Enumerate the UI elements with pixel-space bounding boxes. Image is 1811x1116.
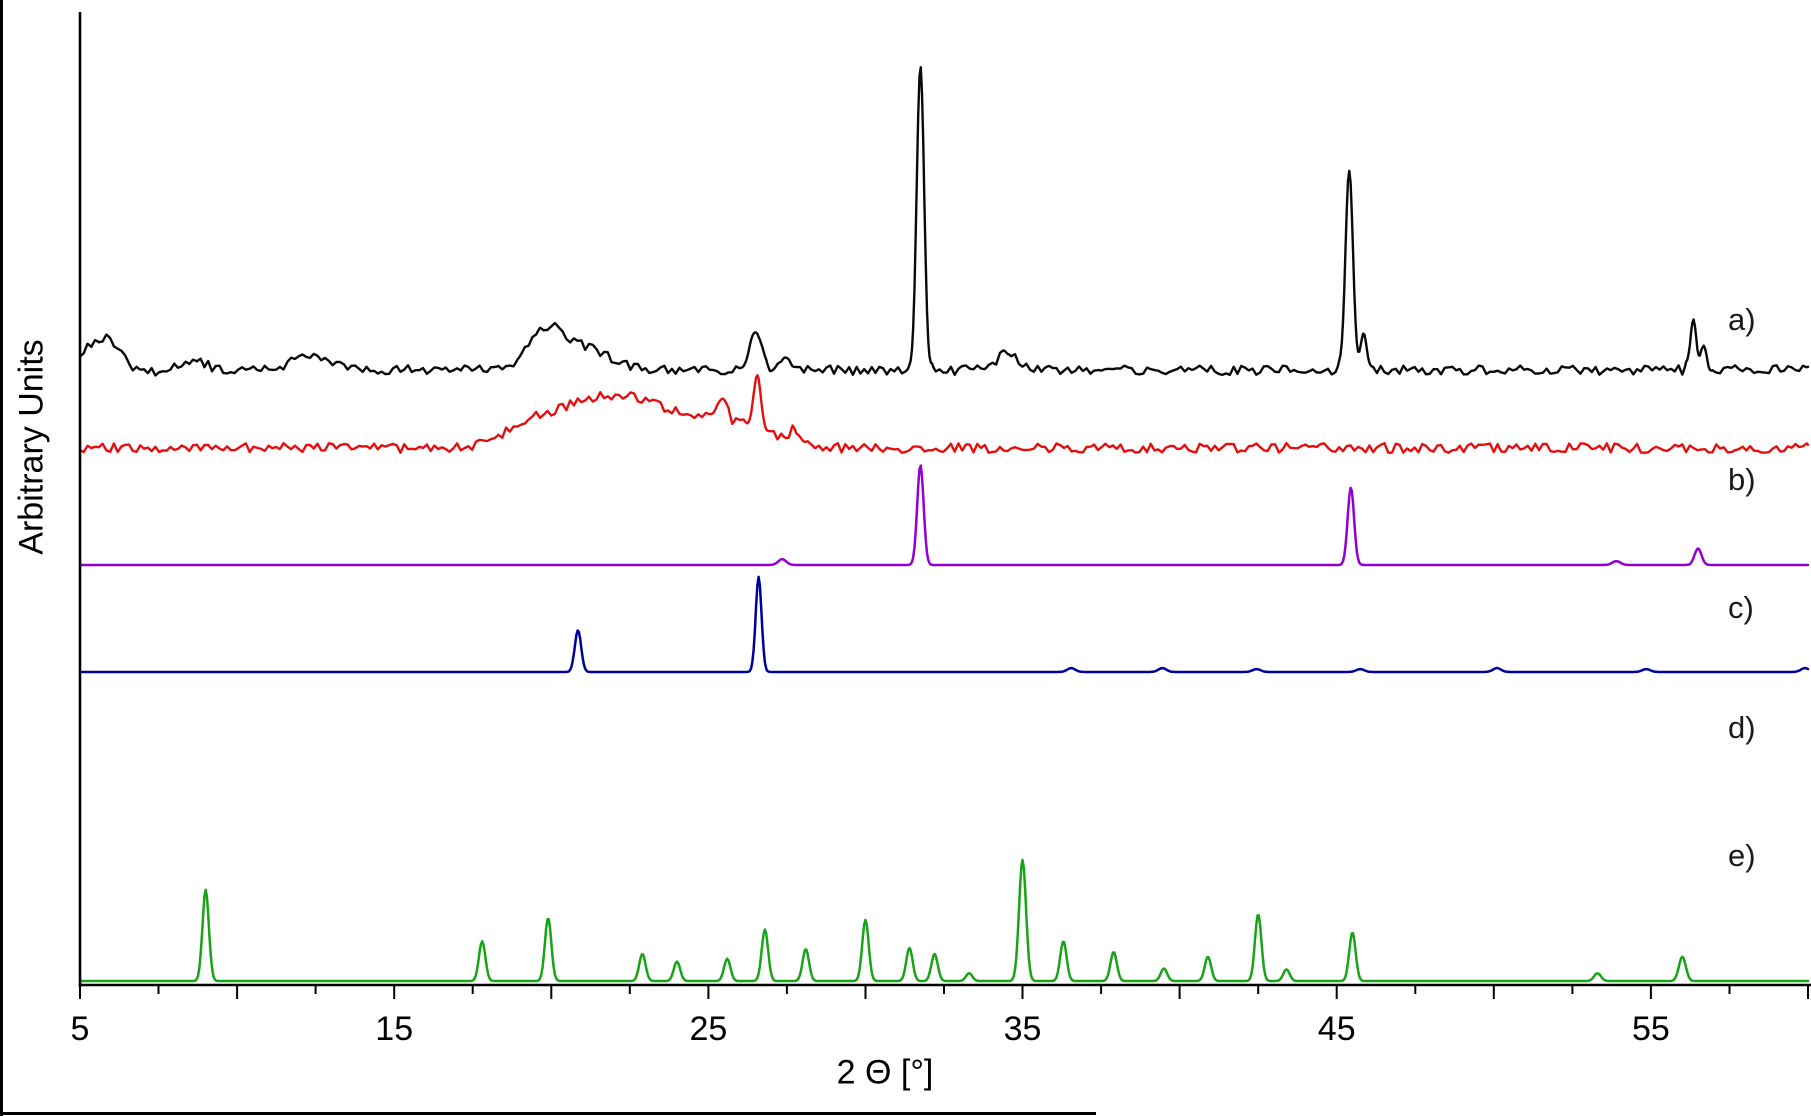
trace-c (78, 464, 1810, 567)
x-tick-label: 35 (1004, 1010, 1042, 1048)
figure-border-bottom (0, 1112, 1096, 1115)
trace-a (78, 65, 1810, 377)
x-tick-label: 5 (71, 1010, 90, 1048)
x-tick-label: 25 (689, 1010, 727, 1048)
series-label-e: e) (1728, 838, 1756, 873)
x-tick-label: 45 (1318, 1010, 1356, 1048)
trace-d (78, 575, 1810, 674)
trace-b (78, 374, 1810, 454)
figure-border-left (0, 0, 3, 1116)
series-label-b: b) (1728, 462, 1756, 497)
x-tick-label: 15 (375, 1010, 413, 1048)
series-label-a: a) (1728, 302, 1756, 337)
series-label-d: d) (1728, 710, 1756, 745)
x-axis-label: 2 Θ [°] (836, 1053, 934, 1092)
trace-e (78, 858, 1810, 983)
x-tick-label: 55 (1632, 1010, 1670, 1048)
series-label-c: c) (1728, 590, 1754, 625)
y-axis-label: Arbitrary Units (12, 339, 51, 555)
